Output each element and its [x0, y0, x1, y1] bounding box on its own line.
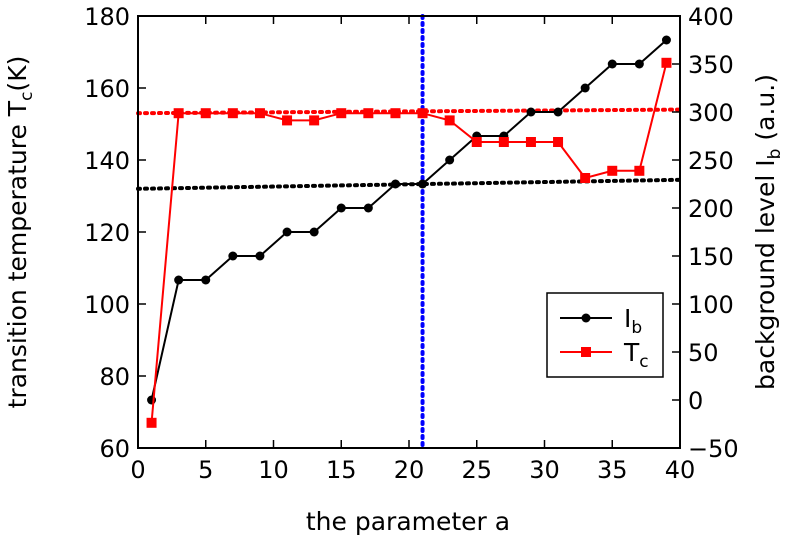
- data-point-tc: [634, 165, 645, 176]
- data-point-tc: [363, 108, 374, 119]
- y-left-label-sub: c: [17, 92, 37, 101]
- data-point-ib: [255, 251, 265, 261]
- legend-ib-sub: b: [631, 318, 642, 338]
- y-left-tick-label: 140: [84, 147, 130, 175]
- data-point-ib: [418, 179, 428, 189]
- x-tick-label: 20: [394, 456, 425, 484]
- ticks-layer: 0 5 10 15 20 25 30 35 40 60 80 100 120 140 160 180 −50 0 5…: [84, 3, 738, 484]
- data-point-ib: [634, 59, 644, 69]
- data-point-tc: [417, 108, 428, 119]
- y-right-tick-label: 100: [688, 291, 734, 319]
- y-left-tick-label: 100: [84, 291, 130, 319]
- y-right-tick-label: 50: [688, 339, 719, 367]
- plot-frame: [137, 15, 681, 449]
- data-point-ib: [228, 251, 238, 261]
- data-point-tc: [607, 165, 618, 176]
- data-point-tc: [309, 115, 320, 126]
- data-point-ib: [553, 107, 563, 117]
- y-left-tick-label: 160: [84, 75, 130, 103]
- legend-label-tc: Tc: [623, 338, 649, 372]
- data-point-tc: [200, 108, 211, 119]
- data-point-tc: [173, 108, 184, 119]
- data-point-tc: [254, 108, 265, 119]
- legend-ib-base: I: [624, 304, 631, 333]
- y-right-tick-label: 400: [688, 3, 734, 31]
- data-point-ib: [174, 275, 184, 285]
- x-tick-label: 5: [198, 456, 213, 484]
- series-line-ib: [150, 39, 668, 401]
- data-point-tc: [471, 137, 482, 147]
- data-point-ib: [309, 227, 319, 237]
- x-tick-label: 35: [597, 456, 628, 484]
- x-tick-label: 25: [461, 456, 492, 484]
- legend: Ib Tc: [546, 292, 664, 378]
- y-right-tick-label: 300: [688, 99, 734, 127]
- legend-label-ib: Ib: [624, 304, 642, 338]
- y-left-tick-label: 80: [99, 363, 130, 391]
- y-left-tick-label: 180: [84, 3, 130, 31]
- data-point-ib: [282, 227, 292, 237]
- y-axis-right-label: background level Ib (a.u.): [751, 74, 785, 390]
- y-left-label-suffix: (K): [3, 56, 32, 92]
- data-point-ib: [661, 35, 671, 45]
- data-point-tc: [336, 108, 347, 119]
- data-point-ib: [580, 83, 590, 93]
- data-point-ib: [336, 203, 346, 213]
- data-point-ib: [526, 107, 536, 117]
- y-right-label-base: background level I: [751, 159, 780, 390]
- data-point-ib: [390, 179, 400, 189]
- legend-marker-tc: [581, 347, 591, 357]
- x-tick-label: 30: [529, 456, 560, 484]
- reference-lines: [136, 14, 682, 450]
- legend-tc-base: T: [623, 338, 640, 367]
- data-point-ib: [363, 203, 373, 213]
- y-axis-left-label: transition temperature Tc(K): [3, 56, 37, 409]
- x-tick-label: 15: [326, 456, 357, 484]
- data-point-ib: [445, 155, 455, 165]
- data-point-ib: [607, 59, 617, 69]
- data-point-tc: [146, 417, 157, 428]
- x-tick-label: 10: [258, 456, 289, 484]
- data-point-tc: [525, 137, 536, 147]
- data-point-tc: [580, 173, 591, 183]
- data-point-ib: [201, 275, 211, 285]
- data-point-tc: [661, 57, 672, 68]
- series-layer: [146, 35, 672, 428]
- data-point-tc: [553, 137, 564, 147]
- y-left-label-base: transition temperature T: [3, 100, 32, 408]
- y-right-label-suffix: (a.u.): [751, 74, 780, 149]
- y-right-label-sub: b: [765, 149, 785, 160]
- y-left-tick-label: 120: [84, 219, 130, 247]
- data-point-tc: [390, 108, 401, 119]
- y-right-tick-label: −50: [688, 435, 739, 463]
- data-point-tc: [444, 115, 455, 126]
- y-right-tick-label: 0: [688, 387, 703, 415]
- data-point-tc: [227, 108, 238, 119]
- x-tick-label: 40: [665, 456, 696, 484]
- y-right-tick-label: 150: [688, 243, 734, 271]
- data-point-tc: [282, 115, 293, 126]
- x-tick-label: 0: [130, 456, 145, 484]
- legend-box: [546, 292, 664, 378]
- y-right-tick-label: 350: [688, 51, 734, 79]
- legend-marker-ib: [581, 313, 591, 323]
- x-axis-label: the parameter a: [306, 507, 510, 536]
- y-right-tick-label: 200: [688, 195, 734, 223]
- y-left-tick-label: 60: [99, 435, 130, 463]
- data-point-tc: [498, 137, 509, 147]
- y-right-tick-label: 250: [688, 147, 734, 175]
- legend-tc-sub: c: [639, 352, 648, 372]
